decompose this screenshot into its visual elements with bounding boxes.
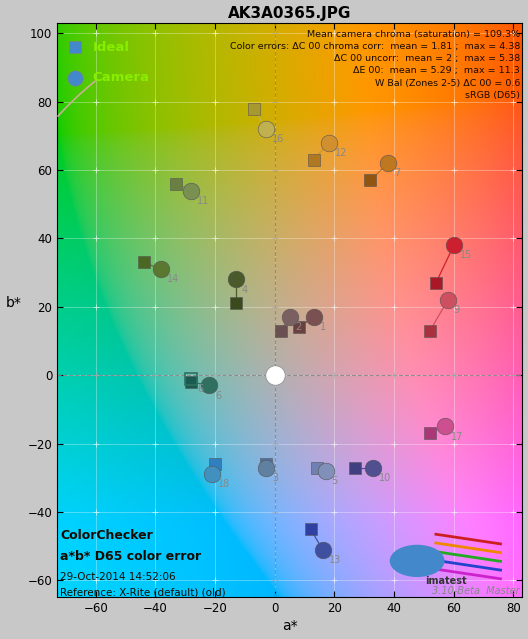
Title: AK3A0365.JPG: AK3A0365.JPG	[228, 6, 352, 20]
Text: 10: 10	[379, 473, 391, 482]
Text: 3: 3	[272, 473, 278, 482]
Text: 3.10-Beta  Master: 3.10-Beta Master	[432, 586, 520, 596]
Text: 6: 6	[215, 390, 221, 401]
Text: Mean camera chroma (saturation) = 109.3%
Color errors: ΔC 00 chroma corr:  mean : Mean camera chroma (saturation) = 109.3%…	[230, 30, 520, 100]
Text: 6: 6	[197, 384, 203, 394]
Text: 16: 16	[272, 134, 284, 144]
Text: 29-Oct-2014 14:52:06: 29-Oct-2014 14:52:06	[60, 573, 176, 582]
Y-axis label: b*: b*	[6, 296, 22, 311]
Text: Camera: Camera	[93, 72, 150, 84]
Text: Reference: X-Rite (default) (old): Reference: X-Rite (default) (old)	[60, 588, 225, 597]
Text: 5: 5	[332, 476, 338, 486]
Text: 17: 17	[451, 431, 463, 442]
Text: 7: 7	[394, 169, 400, 178]
Text: 18: 18	[218, 479, 230, 489]
Text: 15: 15	[460, 250, 472, 261]
Text: imatest: imatest	[426, 576, 467, 586]
X-axis label: a*: a*	[282, 619, 298, 633]
Text: a*b* D65 color error: a*b* D65 color error	[60, 550, 201, 563]
Text: 9: 9	[454, 305, 460, 315]
Text: 12: 12	[334, 148, 347, 158]
Text: 4: 4	[242, 284, 248, 295]
Text: 13: 13	[328, 555, 341, 565]
Circle shape	[390, 546, 444, 576]
Text: 11: 11	[197, 196, 210, 206]
Text: 1: 1	[319, 322, 326, 332]
Text: 14: 14	[167, 274, 180, 284]
Text: Ideal: Ideal	[93, 40, 130, 54]
Text: 2: 2	[296, 322, 302, 332]
Text: ColorChecker: ColorChecker	[60, 529, 153, 543]
